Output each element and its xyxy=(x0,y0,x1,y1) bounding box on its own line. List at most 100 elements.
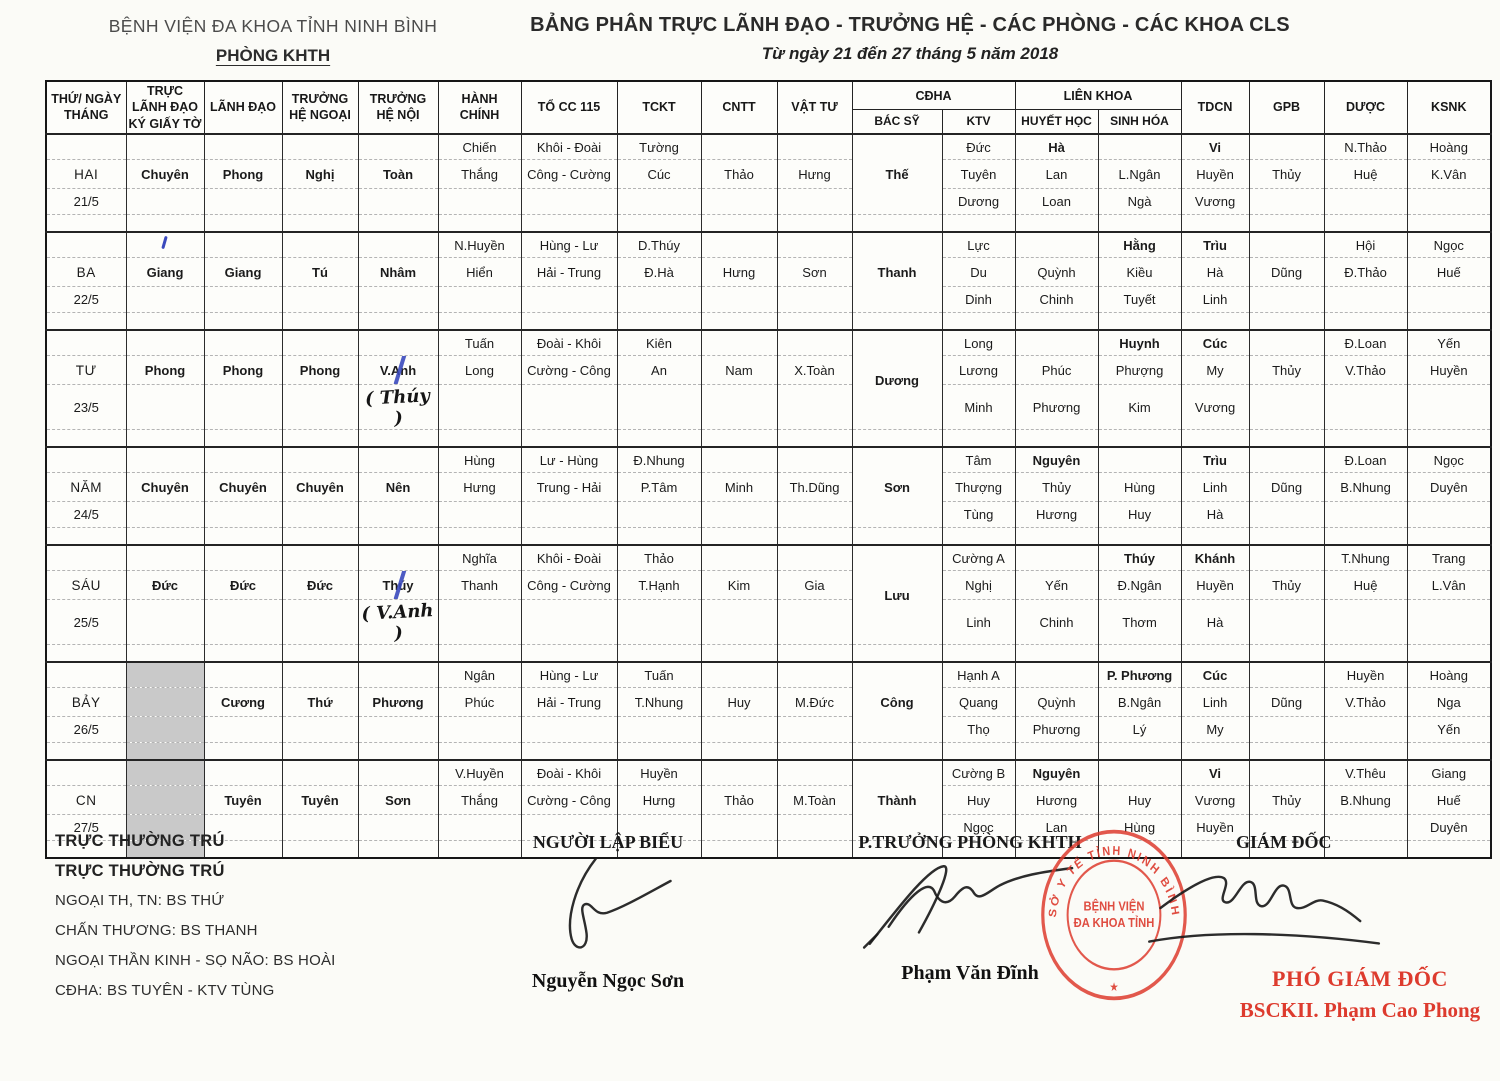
cell-day xyxy=(45,644,127,662)
cell-cc115: Đoài - Khôi xyxy=(520,758,618,787)
document-date-range: Từ ngày 21 đến 27 tháng 5 năm 2018 xyxy=(761,44,1059,63)
cell-tdcn: My xyxy=(1180,716,1250,744)
cell-lanh_dao xyxy=(203,214,283,232)
cell-vat_tu xyxy=(776,543,853,572)
cell-tdcn: Vi xyxy=(1180,758,1250,787)
cell-ktv: Cường A xyxy=(941,543,1016,572)
cell-tdcn: Trìu xyxy=(1180,445,1250,474)
cell-sinh_hoa: Ngà xyxy=(1097,188,1182,216)
cell-cc115: Hùng - Lư xyxy=(520,660,618,689)
cell-cntt xyxy=(700,445,778,474)
roster-row-22/5 xyxy=(45,312,1492,330)
roster-row-22/5: 22/5 Dinh Chinh Tuyết Linh xyxy=(45,286,1492,314)
cell-hanh_chinh xyxy=(437,501,522,529)
cell-ksnk: L.Vân xyxy=(1406,570,1492,601)
cell-cntt: Huy xyxy=(700,687,778,718)
cell-truc xyxy=(125,132,205,161)
cell-duoc: Đ.Loan xyxy=(1323,445,1408,474)
cell-cc115 xyxy=(520,742,618,760)
cell-ngoai xyxy=(281,814,359,842)
cell-ksnk: Huế xyxy=(1406,257,1492,288)
cell-noi xyxy=(357,132,439,161)
cell-ktv: Du xyxy=(941,257,1016,288)
cell-huyet_hoc xyxy=(1014,214,1099,232)
cell-day: TƯ xyxy=(45,355,127,386)
col-header-truong-he-ngoai: TRƯỞNG HỆ NGOẠI xyxy=(281,80,359,135)
cell-hanh_chinh: Hùng xyxy=(437,445,522,474)
cell-vat_tu: Gia xyxy=(776,570,853,601)
roster-body: Chiến Khôi - Đoài Tường Thế Đức Hà Vi N.Thảo Hoà… xyxy=(45,132,1492,858)
cell-lanh_dao xyxy=(203,230,283,259)
cell-sinh_hoa: P. Phương xyxy=(1097,660,1182,689)
cell-duoc xyxy=(1323,501,1408,529)
cell-cdha-bacsy: Dương xyxy=(851,328,943,431)
cell-cdha-bacsy: Thế xyxy=(851,132,943,216)
cell-lanh_dao xyxy=(203,599,283,646)
cell-day: 24/5 xyxy=(45,501,127,529)
cell-tdcn: Linh xyxy=(1180,687,1250,718)
cell-sinh_hoa: Huynh xyxy=(1097,328,1182,357)
cell-cntt xyxy=(700,132,778,161)
cell-tckt xyxy=(616,814,702,842)
cell-tdcn: Khánh xyxy=(1180,543,1250,572)
deputy-head-name: Phạm Văn Đĩnh xyxy=(901,962,1039,984)
cell-duoc xyxy=(1323,214,1408,232)
cell-sinh_hoa xyxy=(1097,429,1182,447)
cell-ktv xyxy=(941,527,1016,545)
col-header-cdha: CĐHA xyxy=(851,80,1016,111)
cell-cc115: Lư - Hùng xyxy=(520,445,618,474)
cell-gpb xyxy=(1248,527,1325,545)
cell-day: 23/5 xyxy=(45,384,127,431)
cell-ktv: Tuyên xyxy=(941,159,1016,190)
cell-hanh_chinh xyxy=(437,742,522,760)
cell-noi xyxy=(357,230,439,259)
cell-ngoai xyxy=(281,286,359,314)
cell-noi: ( V.Anh ) xyxy=(356,597,440,647)
cell-truc xyxy=(125,501,205,529)
cell-hanh_chinh: Long xyxy=(437,355,522,386)
cell-ktv: Ngọc xyxy=(941,814,1016,842)
cell-tdcn: Trìu xyxy=(1180,230,1250,259)
cell-cdha-bacsy xyxy=(851,527,943,545)
cell-sinh_hoa: Kiều xyxy=(1097,257,1182,288)
deputy-head-block: P.TRƯỞNG PHÒNG KHTH Phạm Văn Đĩnh xyxy=(805,832,1135,985)
cell-vat_tu xyxy=(776,599,853,646)
cell-tdcn xyxy=(1180,644,1250,662)
cell-ksnk xyxy=(1406,429,1492,447)
cell-cc115 xyxy=(520,286,618,314)
cell-ksnk: Ngọc xyxy=(1406,230,1492,259)
col-header-hanh-chinh: HÀNH CHÍNH xyxy=(437,80,522,135)
cell-day: BA xyxy=(45,257,127,288)
cell-tckt: P.Tâm xyxy=(616,472,702,503)
cell-day xyxy=(45,214,127,232)
cell-noi: Sơn xyxy=(357,785,439,816)
cell-cc115 xyxy=(520,716,618,744)
cell-vat_tu xyxy=(776,644,853,662)
cell-duoc: Hội xyxy=(1323,230,1408,259)
cell-truc: Đức xyxy=(125,570,205,601)
cell-huyet_hoc: Phúc xyxy=(1014,355,1099,386)
cell-sinh_hoa: Huy xyxy=(1097,501,1182,529)
cell-sinh_hoa: Phượng xyxy=(1097,355,1182,386)
cell-day xyxy=(45,660,127,689)
cell-ksnk: Trang xyxy=(1406,543,1492,572)
cell-huyet_hoc: Phương xyxy=(1014,384,1099,431)
cell-noi xyxy=(357,742,439,760)
cell-ngoai xyxy=(281,644,359,662)
cell-hanh_chinh: Tuấn xyxy=(437,328,522,357)
cell-vat_tu: M.Toàn xyxy=(776,785,853,816)
cell-ksnk: K.Vân xyxy=(1406,159,1492,190)
roster-row-26/5: BẢY Cương Thứ Phương Phúc Hải - Trung T.Nhung H… xyxy=(45,687,1492,718)
cell-ksnk: Huyền xyxy=(1406,355,1492,386)
cell-vat_tu xyxy=(776,814,853,842)
roster-row-21/5: 21/5 Dương Loan Ngà Vương xyxy=(45,188,1492,216)
cell-sinh_hoa: Thúy xyxy=(1097,543,1182,572)
cell-huyet_hoc: Loan xyxy=(1014,188,1099,216)
cell-cntt xyxy=(700,501,778,529)
col-header-tckt: TCKT xyxy=(616,80,702,135)
cell-cdha-bacsy: Sơn xyxy=(851,445,943,529)
cell-ngoai: Tuyên xyxy=(281,785,359,816)
cell-huyet_hoc xyxy=(1014,660,1099,689)
cell-huyet_hoc xyxy=(1014,644,1099,662)
deputy-director-name: BSCKII. Phạm Cao Phong xyxy=(1239,998,1481,1022)
